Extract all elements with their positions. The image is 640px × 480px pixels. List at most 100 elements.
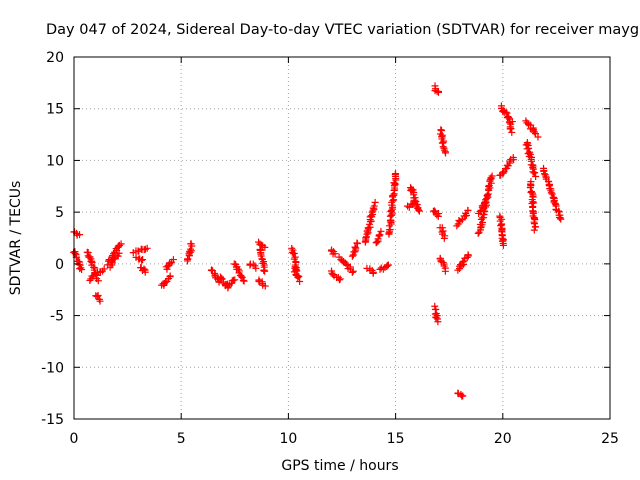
data-point [249, 260, 257, 268]
data-point [442, 149, 450, 157]
data-point [505, 114, 513, 122]
data-point [108, 259, 116, 267]
data-point [434, 318, 442, 326]
data-point [434, 212, 442, 220]
data-point [408, 187, 416, 195]
data-point [464, 206, 472, 214]
data-point [252, 264, 260, 272]
data-point [261, 267, 269, 275]
data-point [373, 238, 381, 246]
data-point [138, 256, 146, 264]
data-point [530, 169, 538, 177]
data-point [96, 297, 104, 305]
data-point [476, 208, 484, 216]
data-point [530, 220, 538, 228]
data-point [385, 222, 393, 230]
data-point [482, 196, 490, 204]
data-point [259, 259, 267, 267]
data-point [208, 266, 216, 274]
data-point [386, 226, 394, 234]
data-point [100, 265, 108, 273]
data-point [294, 274, 302, 282]
data-point [296, 278, 304, 286]
data-point [508, 128, 516, 136]
data-point [432, 314, 440, 322]
data-point [343, 261, 351, 269]
data-point [141, 268, 149, 276]
data-point [464, 251, 472, 259]
data-point [89, 272, 97, 280]
data-point [352, 244, 360, 252]
data-point [237, 272, 245, 280]
data-point [528, 200, 536, 208]
data-point [87, 257, 95, 265]
data-point [94, 291, 102, 299]
data-point [351, 243, 359, 251]
data-point [261, 243, 269, 251]
y-tick-label: -10 [41, 360, 64, 376]
data-point [411, 199, 419, 207]
data-point [231, 276, 239, 284]
data-point [474, 229, 482, 237]
data-point [141, 245, 149, 253]
x-tick-label: 5 [177, 431, 186, 447]
axis-ticks: 0 5 10 15 20 25 -15 -10 -5 0 5 10 15 20 [41, 50, 619, 447]
y-tick-label: 15 [46, 102, 64, 118]
data-point [438, 127, 446, 135]
data-point [143, 244, 151, 252]
data-point [431, 208, 439, 216]
data-point [391, 180, 399, 188]
data-point [499, 108, 507, 116]
data-point [458, 262, 466, 270]
data-point [431, 302, 439, 310]
data-point [370, 202, 378, 210]
data-point [502, 108, 510, 116]
data-point [529, 199, 537, 207]
data-point [260, 267, 268, 275]
data-point [217, 274, 225, 282]
data-point [384, 261, 392, 269]
data-point [507, 125, 515, 133]
data-point [477, 206, 485, 214]
data-point [348, 268, 356, 276]
data-point [375, 231, 383, 239]
data-point [139, 256, 147, 264]
data-point [459, 258, 467, 266]
data-point [349, 267, 357, 275]
data-point [488, 172, 496, 180]
data-point [234, 265, 242, 273]
y-axis-label: SDTVAR / TECUs [8, 181, 24, 296]
y-tick-label: 0 [55, 257, 64, 273]
data-point [348, 252, 356, 260]
data-point [530, 226, 538, 234]
data-point [166, 272, 174, 280]
data-point [532, 173, 540, 181]
data-point [140, 265, 148, 273]
data-point [529, 168, 537, 176]
data-point [392, 170, 400, 178]
data-point [238, 273, 246, 281]
data-point [240, 277, 248, 285]
data-point [459, 392, 467, 400]
y-tick-label: -15 [41, 412, 64, 428]
data-points [70, 82, 565, 400]
data-point [187, 240, 195, 248]
data-point [435, 88, 443, 96]
data-point [415, 207, 423, 215]
data-point [530, 128, 538, 136]
y-tick-label: -5 [50, 309, 64, 325]
data-point [77, 264, 85, 272]
x-tick-label: 10 [279, 431, 297, 447]
x-tick-label: 15 [387, 431, 405, 447]
data-point [531, 223, 539, 231]
data-point [353, 239, 361, 247]
data-point [534, 133, 542, 141]
data-point [371, 198, 379, 206]
data-point [367, 212, 375, 220]
data-point [369, 268, 377, 276]
data-point [218, 275, 226, 283]
data-point [441, 267, 449, 275]
data-point [440, 234, 448, 242]
y-tick-label: 10 [46, 153, 64, 169]
